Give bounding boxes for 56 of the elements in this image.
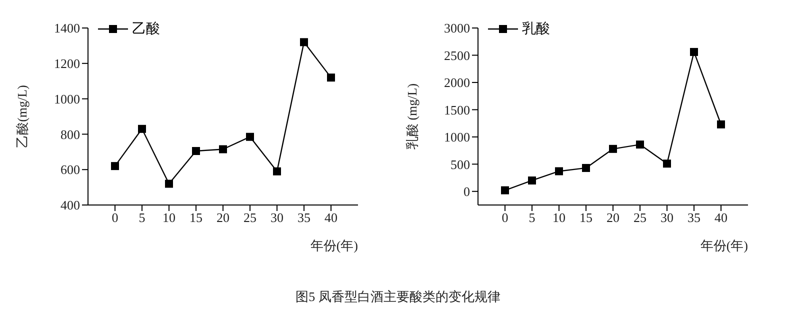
caption: 图5 凤香型白酒主要酸类的变化规律 [294,288,502,306]
point [609,144,617,153]
point [528,176,536,184]
point [555,167,563,176]
x-tick-label: 30 [270,210,284,226]
y-axis-title: 乙酸(mg/L) [14,85,30,148]
x-tick-label: 25 [244,210,256,226]
x-tick-label: 35 [688,210,700,226]
y-axis-title: 乳酸 (mg/L) [404,83,420,150]
legend-label: 乳酸 [522,20,550,38]
x-tick-label: 20 [606,210,620,226]
y-tick-label: 500 [450,156,470,172]
point [663,160,671,168]
y-tick-label: 600 [60,162,80,178]
point [165,180,173,188]
x-tick-label: 15 [580,210,592,226]
x-tick-label: 35 [298,210,310,226]
y-tick-label: 2000 [444,75,470,90]
x-tick-label: 5 [528,210,536,226]
y-tick-label: 1000 [444,130,470,145]
point [246,132,254,141]
x-tick-label: 30 [660,210,674,226]
point [273,167,281,176]
x-tick-label: 25 [634,210,646,226]
x-tick-label: 15 [190,210,202,226]
y-tick-label: 1200 [54,56,80,72]
x-tick-label: 40 [324,210,338,226]
point [582,164,590,172]
y-tick-label: 3000 [444,20,470,36]
x-tick-label: 20 [216,210,230,226]
point [501,186,509,194]
legend-label: 乙酸 [132,20,160,38]
point [111,162,119,170]
y-tick-label: 1000 [54,91,80,106]
point [690,48,698,56]
point [717,120,725,128]
y-tick-label: 400 [60,198,80,213]
x-axis-title: 年份(年) [310,238,358,253]
x-tick-label: 0 [112,210,118,226]
point [138,124,146,133]
y-tick-label: 2500 [444,48,470,63]
point [219,145,227,154]
y-tick-label: 0 [464,184,470,199]
x-tick-label: 5 [138,210,146,226]
point [300,38,308,46]
point [636,140,644,149]
point [192,147,200,156]
point [327,74,335,82]
y-tick-label: 800 [60,126,80,142]
y-tick-label: 1400 [54,20,80,36]
x-axis-title: 年份(年) [700,238,748,253]
x-tick-label: 10 [552,210,566,226]
x-tick-label: 0 [502,210,508,226]
x-tick-label: 40 [714,210,728,226]
x-tick-label: 10 [162,210,176,226]
y-tick-label: 1500 [444,102,470,118]
